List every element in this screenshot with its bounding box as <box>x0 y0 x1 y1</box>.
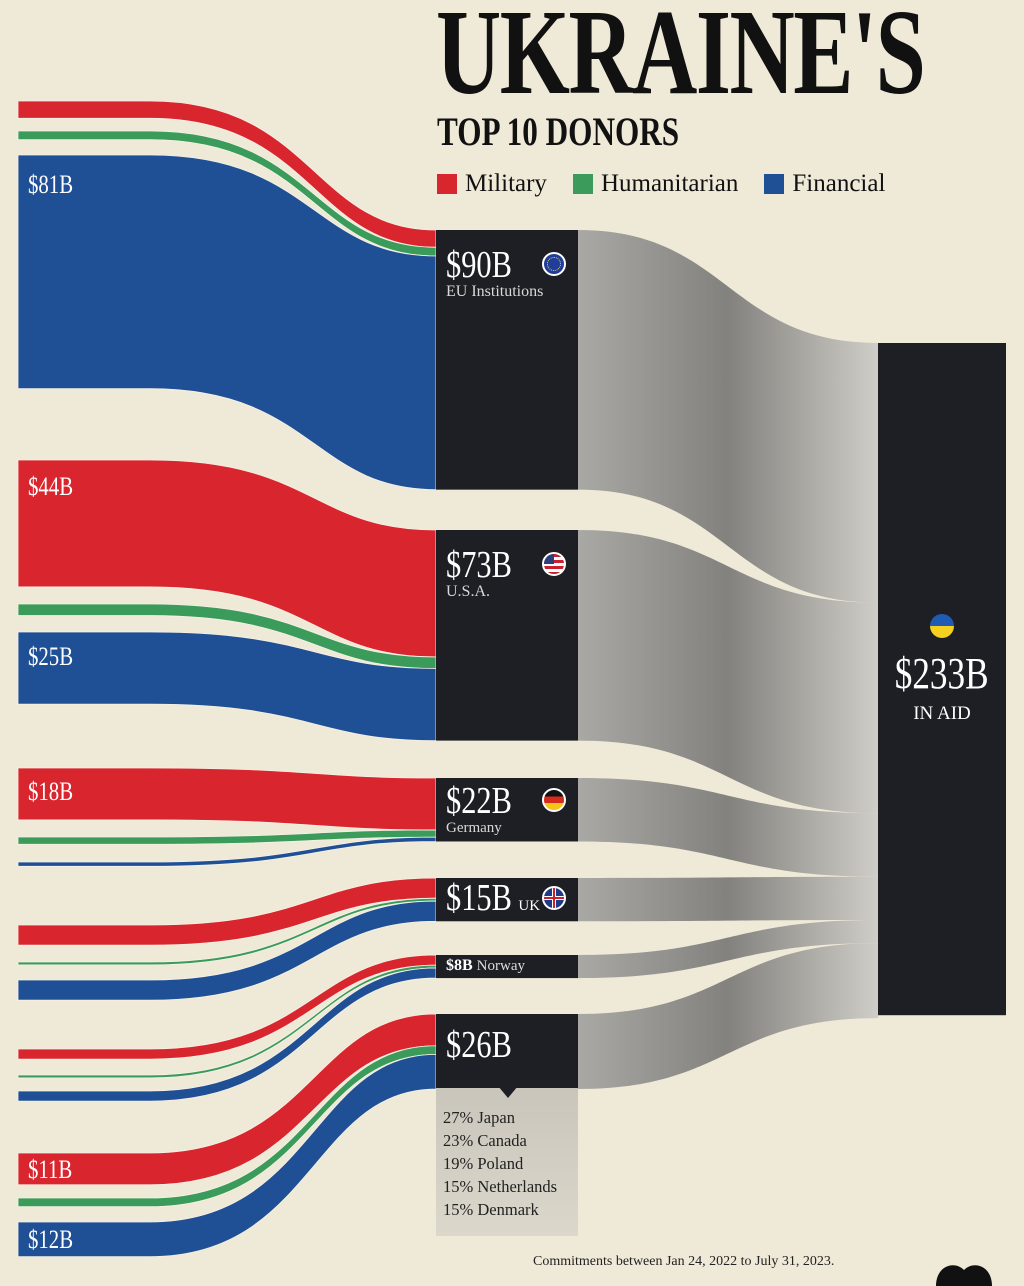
node-value: $15B <box>446 877 512 919</box>
node-value: $90B <box>446 244 512 286</box>
node-name: UK <box>518 898 541 914</box>
node-value: $73B <box>446 544 512 586</box>
node-name: EU Institutions <box>446 283 544 300</box>
usa-financial-label: $25B <box>28 642 74 671</box>
node-label-germany: $22B Germany <box>446 782 528 836</box>
node-value: $22B <box>446 780 512 822</box>
humanitarian-swatch-icon <box>572 174 593 194</box>
flow-eu-to-ukraine <box>578 230 878 603</box>
flow-germany-military <box>17 767 437 831</box>
flow-germany-to-ukraine <box>578 778 878 877</box>
ukraine-flag-icon <box>930 614 954 638</box>
node-name: U.S.A. <box>446 583 491 600</box>
legend: Military Humanitarian Financial <box>437 170 885 198</box>
node-label-uk: $15B UK <box>446 879 540 917</box>
legend-label: Military <box>465 170 547 197</box>
flow-norway-to-ukraine <box>578 920 878 979</box>
flow-eu-financial <box>17 154 437 491</box>
flow-usa-military <box>17 459 437 658</box>
eu-flag-icon <box>542 252 566 276</box>
page-subtitle: TOP 10 DONORS <box>437 109 680 154</box>
military-swatch-icon <box>437 174 457 194</box>
others-breakdown-box <box>436 1088 578 1236</box>
breakdown-item: 23% Canada <box>443 1131 527 1150</box>
legend-item-financial: Financial <box>764 170 885 198</box>
total-amount: $233B <box>895 649 989 698</box>
node-others <box>436 1014 578 1090</box>
node-value: $8B <box>446 957 473 974</box>
eu-financial-label: $81B <box>28 170 74 199</box>
breakdown-item: 15% Netherlands <box>443 1177 558 1196</box>
uk-flag-icon <box>542 886 566 910</box>
node-name: Germany <box>446 820 502 836</box>
node-label-others: $26B <box>446 1026 528 1064</box>
page-title: UKRAINE'S <box>436 0 926 120</box>
germany-military-label: $18B <box>28 777 74 806</box>
legend-label: Financial <box>792 170 886 197</box>
legend-item-humanitarian: Humanitarian <box>572 170 739 198</box>
node-norway <box>436 955 578 979</box>
germany-flag-icon <box>542 788 566 812</box>
others-breakdown-list: 27% Japan 23% Canada 19% Poland 15% Neth… <box>443 1106 557 1221</box>
footnote: Commitments between Jan 24, 2022 to July… <box>533 1254 835 1269</box>
total-value: $233B <box>878 648 1006 699</box>
flow-others-to-ukraine <box>578 943 878 1090</box>
grey-flows <box>578 230 878 1090</box>
breakdown-item: 15% Denmark <box>443 1200 539 1219</box>
node-label-usa: $73B U.S.A. <box>446 546 528 600</box>
usa-military-label: $44B <box>28 472 74 501</box>
us-flag-icon <box>542 552 566 576</box>
logo-icon <box>936 1265 992 1286</box>
node-ukraine-total <box>878 343 1006 1016</box>
financial-swatch-icon <box>764 174 785 194</box>
others-military-label: $11B <box>28 1155 73 1184</box>
node-name: Norway <box>476 958 525 974</box>
breakdown-item: 19% Poland <box>443 1154 524 1173</box>
legend-label: Humanitarian <box>600 170 739 197</box>
node-label-eu: $90B EU Institutions <box>446 246 543 300</box>
legend-item-military: Military <box>437 170 547 198</box>
node-label-norway: $8B Norway <box>446 958 525 974</box>
node-value: $26B <box>446 1024 512 1066</box>
others-financial-label: $12B <box>28 1225 74 1254</box>
total-caption: IN AID <box>913 703 971 724</box>
breakdown-item: 27% Japan <box>443 1108 515 1127</box>
flow-usa-to-ukraine <box>578 530 878 814</box>
flow-uk-to-ukraine <box>578 876 878 922</box>
color-flows <box>17 100 437 1258</box>
pointer-icon <box>498 1086 518 1098</box>
